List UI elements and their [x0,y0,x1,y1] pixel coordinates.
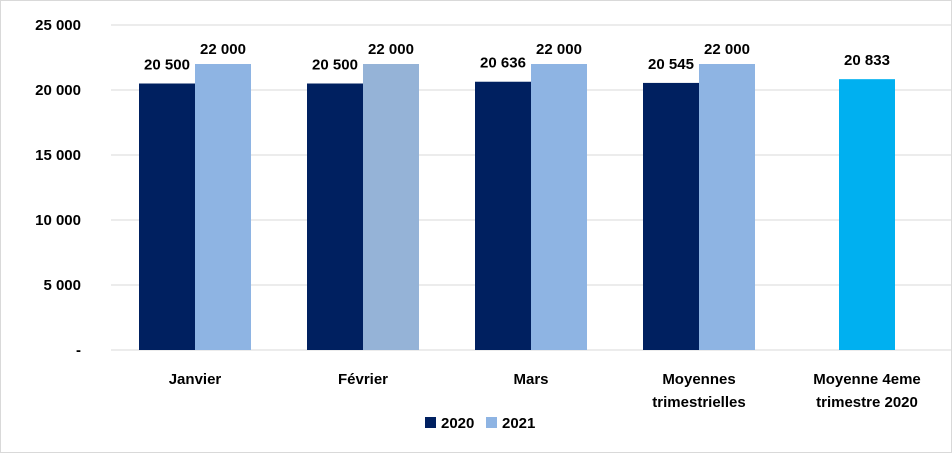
x-axis-category-labels: Janvier Février Mars Moyennes trimestrielles… [169,371,921,411]
legend-label: 2021 [502,415,535,432]
bar-2020-0 [139,83,195,350]
data-label: 22 000 [704,41,750,58]
data-label: 22 000 [200,41,246,58]
y-tick-label: 15 000 [35,147,81,164]
category-label: trimestrielles [652,394,745,411]
category-label: Moyenne 4eme [813,371,921,388]
y-tick-label: 5 000 [43,277,81,294]
y-tick-label: 10 000 [35,212,81,229]
category-label: Février [338,371,388,388]
y-axis-tick-labels: - 5 000 10 000 15 000 20 000 25 000 [35,17,81,359]
data-label: 20 833 [844,52,890,69]
bar-2021-1 [363,64,419,350]
bar-2021-3 [699,64,755,350]
data-label: 20 545 [648,56,694,73]
category-label: trimestre 2020 [816,394,918,411]
bar-2020-1 [307,83,363,350]
data-label: 20 636 [480,55,526,72]
category-label: Moyennes [662,371,735,388]
bar-2020-3 [643,82,699,350]
y-tick-label: 20 000 [35,82,81,99]
category-label: Janvier [169,371,222,388]
data-label: 20 500 [312,57,358,74]
bar-2020-2 [475,81,531,351]
data-label: 20 500 [144,57,190,74]
legend-swatch [486,417,497,428]
y-tick-label: 25 000 [35,17,81,34]
data-label: 22 000 [368,41,414,58]
data-label: 22 000 [536,41,582,58]
legend-swatch [425,417,436,428]
bar-series-4 [839,79,895,351]
bars [139,64,895,351]
y-tick-label: - [76,342,81,359]
legend: 2020 2021 [425,415,535,432]
bar-2021-0 [195,64,251,350]
category-label: Mars [513,371,548,388]
legend-label: 2020 [441,415,474,432]
data-labels: 20 500 22 000 20 500 22 000 20 636 22 000 20 5… [144,41,890,74]
bar-2021-2 [531,64,587,350]
